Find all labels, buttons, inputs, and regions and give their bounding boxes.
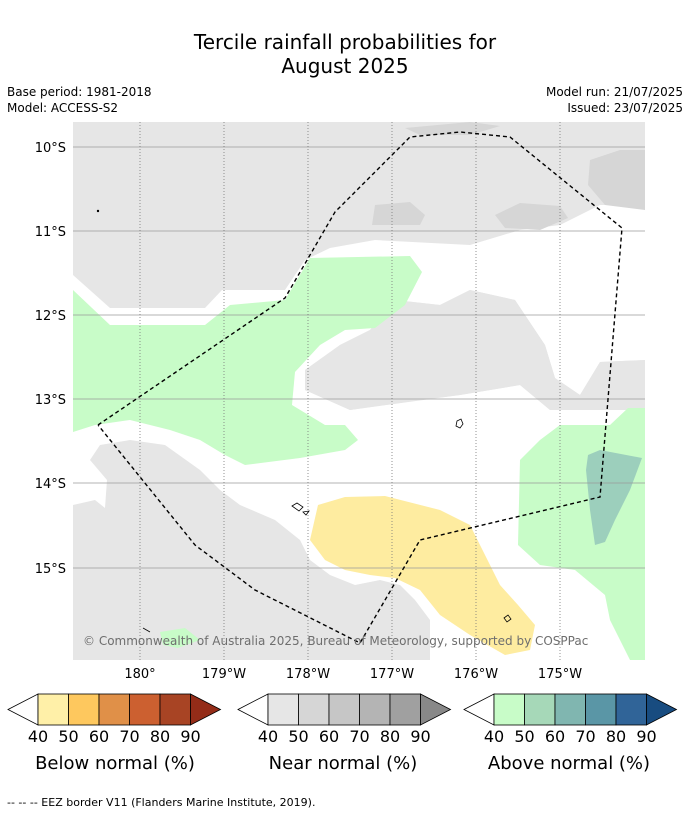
lon-label: 175°W — [538, 667, 582, 682]
colorbar-segment — [493, 693, 525, 726]
copyright-notice: © Commonwealth of Australia 2025, Bureau… — [83, 634, 588, 648]
island-niuafoou — [503, 614, 512, 623]
colorbar-tick-label: 80 — [150, 727, 170, 746]
meta-right: Model run: 21/07/2025 Issued: 23/07/2025 — [546, 84, 683, 116]
colorbar-0: 40 50 60 70 80 90 — [7, 693, 222, 746]
chart-title: Tercile rainfall probabilities for Augus… — [0, 30, 690, 78]
colorbar-1: 40 50 60 70 80 90 — [237, 693, 452, 746]
lat-label: 11°S — [35, 225, 66, 240]
colorbar-tick-label: 40 — [258, 727, 278, 746]
colorbar-tick-label: 90 — [636, 727, 656, 746]
colorbar-segment — [554, 693, 586, 726]
lon-label: 176°W — [454, 667, 498, 682]
latitude-labels: 10°S 11°S 12°S 13°S 14°S 15°S — [35, 141, 66, 577]
base-period: Base period: 1981-2018 — [7, 85, 152, 99]
region-near-normal-50-c — [588, 150, 645, 210]
lat-label: 15°S — [35, 562, 66, 577]
region-near-normal-south — [73, 440, 430, 660]
title-line-1: Tercile rainfall probabilities for — [193, 30, 497, 54]
eez-footer-note: -- -- -- EEZ border V11 (Flanders Marine… — [7, 796, 316, 809]
region-above-normal-west — [73, 256, 422, 465]
colorbar-segment — [267, 693, 299, 726]
colorbar-segment — [524, 693, 556, 726]
colorbar-segment — [328, 693, 360, 726]
colorbar-label-near: Near normal (%) — [268, 753, 418, 774]
model-name: Model: ACCESS-S2 — [7, 101, 119, 115]
colorbar-segment — [389, 693, 421, 726]
colorbar-tick-label: 70 — [119, 727, 139, 746]
colorbar-tick-label: 50 — [288, 727, 308, 746]
region-near-normal-north-2 — [305, 290, 645, 410]
region-above-normal-small — [160, 628, 200, 648]
colorbar-segment — [585, 693, 617, 726]
colorbar-segment — [68, 693, 100, 726]
lon-label: 180° — [124, 667, 155, 682]
colorbar-tick-label: 60 — [319, 727, 339, 746]
colorbar-segment — [359, 693, 391, 726]
colorbar-segment — [159, 693, 191, 726]
title-line-2: August 2025 — [281, 54, 409, 78]
colorbar-tick-label: 80 — [380, 727, 400, 746]
island-wallis — [455, 418, 464, 429]
lat-label: 10°S — [35, 141, 66, 156]
colorbar-2: 40 50 60 70 80 90 — [463, 693, 678, 746]
region-below-normal — [310, 496, 535, 655]
model-run: Model run: 21/07/2025 — [545, 85, 683, 99]
region-above-normal-50 — [586, 450, 642, 545]
colorbar-segment — [37, 693, 69, 726]
colorbar-segment — [129, 693, 161, 726]
colorbar-segment — [615, 693, 647, 726]
colorbar-tick-label: 80 — [606, 727, 626, 746]
colorbars: 40 50 60 70 80 90 40 50 60 70 80 90 40 50 60 70 80 90 — [7, 693, 678, 746]
island-dot — [96, 209, 100, 213]
island-alofi — [302, 510, 310, 516]
colorbar-over-triangle — [420, 693, 452, 726]
colorbar-tick-label: 70 — [349, 727, 369, 746]
colorbar-tick-label: 60 — [89, 727, 109, 746]
colorbar-tick-label: 60 — [545, 727, 565, 746]
lon-label: 179°W — [202, 667, 246, 682]
colorbar-under-triangle — [237, 693, 269, 726]
lon-label: 177°W — [370, 667, 414, 682]
region-near-normal-50-b — [495, 203, 568, 230]
colorbar-tick-label: 40 — [28, 727, 48, 746]
colorbar-tick-label: 50 — [514, 727, 534, 746]
region-near-normal-50-a — [372, 202, 425, 225]
lat-label: 14°S — [35, 477, 66, 492]
lat-label: 13°S — [35, 393, 66, 408]
longitude-labels: 180° 179°W 178°W 177°W 176°W 175°W — [124, 667, 582, 682]
colorbar-segment — [98, 693, 130, 726]
colorbar-tick-label: 90 — [180, 727, 200, 746]
latitude-gridlines — [73, 146, 645, 569]
colorbar-tick-label: 40 — [484, 727, 504, 746]
island-futuna — [291, 502, 304, 512]
map-fill-layer — [73, 122, 645, 660]
island-south — [142, 627, 151, 633]
meta-left: Base period: 1981-2018 Model: ACCESS-S2 — [7, 84, 152, 116]
colorbar-segment — [298, 693, 330, 726]
colorbar-tick-label: 90 — [410, 727, 430, 746]
colorbar-label-below: Below normal (%) — [35, 753, 195, 774]
colorbar-label-above: Above normal (%) — [487, 753, 651, 774]
colorbar-tick-label: 50 — [58, 727, 78, 746]
lon-label: 178°W — [286, 667, 330, 682]
islands — [96, 209, 512, 633]
colorbar-under-triangle — [463, 693, 495, 726]
colorbar-over-triangle — [190, 693, 222, 726]
eez-border — [97, 131, 623, 644]
colorbar-over-triangle — [646, 693, 678, 726]
issued-date: Issued: 23/07/2025 — [567, 101, 683, 115]
colorbar-tick-label: 70 — [575, 727, 595, 746]
colorbar-under-triangle — [7, 693, 39, 726]
lat-label: 12°S — [35, 309, 66, 324]
